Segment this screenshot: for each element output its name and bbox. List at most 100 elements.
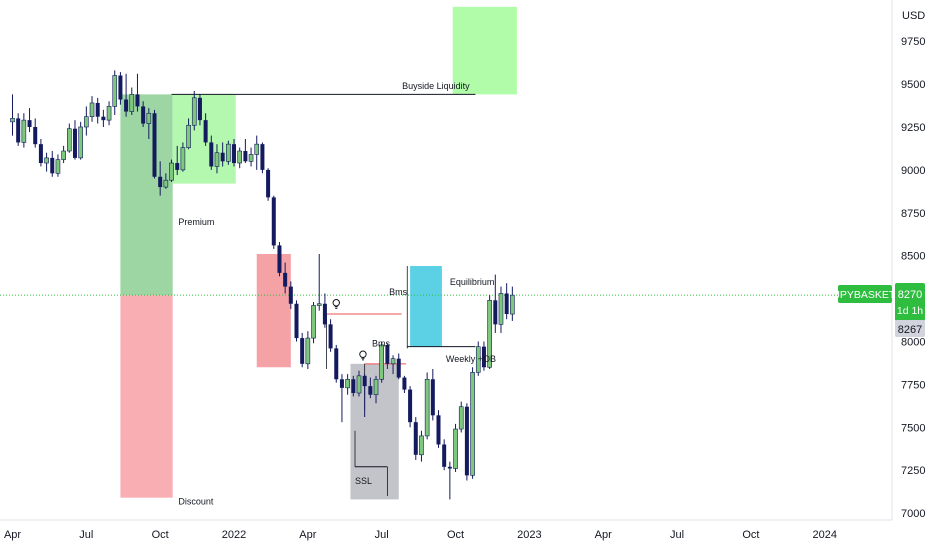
candle — [175, 145, 180, 176]
candle-body-up — [345, 378, 350, 389]
candle-body-down — [33, 126, 38, 145]
candle-body-down — [277, 245, 282, 273]
candle-body-up — [163, 179, 169, 188]
candle — [436, 410, 441, 448]
candle — [237, 147, 242, 169]
symbol-badge[interactable] — [838, 285, 892, 303]
price-tags: JPYBASKET 8270 1d 1h 8267 — [835, 283, 925, 337]
candle-body-down — [447, 466, 452, 469]
candle-body-up — [424, 378, 430, 437]
annotation-label: Buyside Liquidity — [402, 81, 470, 91]
candle-body-down — [408, 389, 413, 423]
candle-body-up — [248, 154, 254, 162]
y-tick-label: 8500 — [901, 251, 925, 263]
candle — [209, 135, 214, 170]
x-tick-label: Jul — [79, 529, 93, 541]
currency-label: USD — [902, 10, 925, 22]
candle-body-down — [328, 324, 333, 349]
candle-body-down — [351, 379, 356, 394]
candle — [339, 374, 344, 423]
candle — [487, 295, 492, 369]
secondary-price-tag — [895, 320, 925, 337]
candle-body-down — [118, 75, 123, 100]
candle — [243, 139, 248, 164]
candle — [78, 121, 83, 160]
candle-body-up — [316, 303, 322, 306]
candle-body-up — [89, 102, 95, 117]
candle — [163, 173, 169, 189]
candle-body-down — [72, 128, 77, 158]
candle-body-up — [453, 428, 458, 469]
candle-body-down — [220, 152, 225, 162]
candle-body-up — [419, 435, 424, 456]
y-tick-label: 7000 — [901, 508, 925, 520]
candle — [316, 253, 322, 311]
candle-body-down — [209, 142, 214, 167]
candle-body-down — [430, 379, 435, 416]
candle-body-up — [373, 378, 379, 396]
x-axis[interactable]: Apr Jul Oct 2022 Apr Jul Oct 2023 Apr Jul Oct 2024 — [4, 529, 837, 541]
candle — [72, 120, 77, 160]
target-zone — [452, 6, 517, 95]
x-tick-label: Oct — [447, 529, 464, 541]
y-axis[interactable]: USD 700072507500775080008250850087509000… — [891, 0, 925, 520]
candle-body-up — [146, 112, 152, 124]
candle — [356, 370, 362, 397]
candle-body-up — [10, 118, 15, 123]
candle — [351, 375, 356, 397]
annotation-label: Equilibrium — [450, 277, 495, 287]
candle-body-down — [493, 300, 498, 325]
x-tick-label: 2023 — [517, 529, 541, 541]
candle-body-up — [106, 106, 112, 121]
candle-body-down — [368, 386, 373, 395]
candle-body-down — [141, 106, 146, 124]
last-price-value: 8270 — [898, 289, 922, 301]
candle-body-up — [180, 147, 186, 171]
candle-body-down — [38, 144, 43, 164]
candle — [112, 70, 118, 115]
candle — [146, 108, 152, 140]
candle — [442, 439, 447, 471]
candle-body-up — [305, 337, 311, 365]
candle — [38, 139, 43, 167]
candle-body-down — [197, 97, 202, 121]
candle — [226, 140, 231, 165]
candle-body-down — [339, 379, 344, 388]
y-tick-label: 8750 — [901, 208, 925, 220]
candle-body-down — [50, 157, 55, 174]
candle-body-up — [61, 150, 66, 160]
candle-body-up — [487, 300, 492, 368]
candle — [368, 377, 373, 399]
candle — [396, 353, 401, 380]
x-tick-label: Jul — [670, 529, 684, 541]
candle-body-down — [243, 151, 248, 162]
candle-body-down — [95, 102, 100, 117]
candle-body-down — [385, 344, 390, 364]
x-tick-label: 2022 — [222, 529, 246, 541]
candle — [95, 97, 100, 124]
candle — [470, 367, 475, 479]
candle — [373, 375, 379, 404]
candle-body-down — [203, 120, 208, 143]
candle-body-up — [254, 143, 260, 155]
candle-body-down — [442, 444, 447, 467]
candle-body-down — [135, 94, 140, 107]
candle — [300, 332, 305, 368]
candle — [232, 139, 237, 167]
candle-body-down — [300, 338, 305, 364]
candle — [419, 430, 424, 462]
candles-layer — [10, 70, 515, 500]
candle — [27, 108, 32, 133]
candle — [510, 286, 515, 321]
candle-body-down — [481, 346, 486, 368]
candle-body-down — [27, 120, 32, 127]
candle — [158, 161, 163, 196]
candle — [186, 118, 191, 150]
candle — [50, 151, 55, 177]
y-tick-label: 9750 — [901, 36, 925, 48]
candle — [385, 343, 390, 369]
candle-body-up — [84, 116, 89, 128]
candle — [430, 368, 435, 421]
candle — [180, 142, 186, 172]
